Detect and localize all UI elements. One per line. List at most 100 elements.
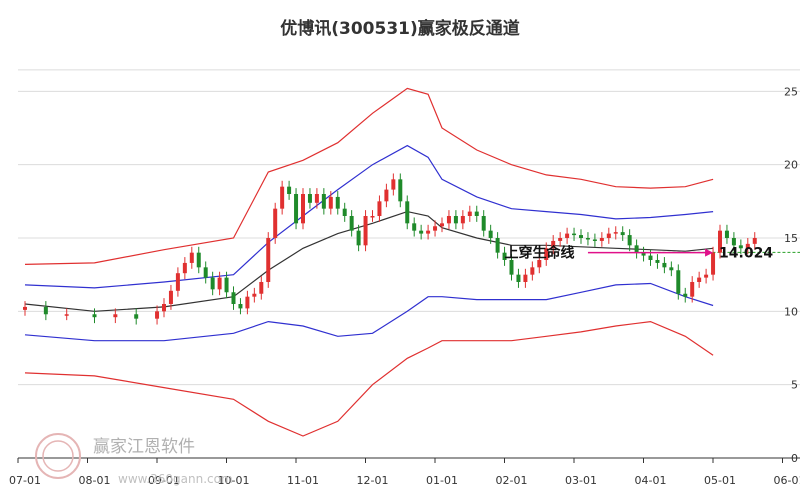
watermark-url: www.360gann.com [118,472,233,486]
channel-line-1 [24,144,714,289]
x-tick-label: 11-01 [287,474,319,487]
y-tick-label: 10 [784,305,798,318]
candle-body [328,196,333,209]
level-label: 14.024 [719,246,773,262]
watermark-logo-ring [42,440,74,472]
candle-body [168,290,173,304]
channel-line-0 [24,87,714,265]
candle-body [155,311,160,319]
x-tick-label: 03-01 [565,474,597,487]
candle-body [273,208,278,238]
x-tick-label: 01-01 [426,474,458,487]
candle-body [92,314,97,318]
candle-body [266,238,271,282]
chart-title: 优博讯(300531)赢家极反通道 [280,19,520,39]
x-tick-label: 10-01 [218,474,250,487]
candle-body [384,189,389,202]
candle-body [453,216,458,224]
candle-body [217,277,222,290]
candle-body [662,262,667,268]
candle-body [440,223,444,227]
candle-body [301,194,305,224]
x-tick-label: 02-01 [496,474,528,487]
candle-body [634,245,639,253]
x-axis: 07-01 08-01 09-01 10-01 11-01 12-01 01-01 02-01… [9,457,800,487]
candle-body [196,252,201,268]
candle-body [509,260,514,275]
annotations: 上穿生命线 14.024 [505,245,774,262]
candle-body [363,216,368,246]
candle-body [398,179,403,202]
candle-body [224,277,229,293]
candle-body [530,267,535,275]
candle-body [572,233,577,236]
candle-body [558,238,563,241]
x-tick-label: 09-01 [148,474,180,487]
x-tick-label: 12-01 [357,474,389,487]
candle-body [231,292,236,304]
candle-body [495,238,500,253]
y-tick-label: 20 [784,159,798,172]
candle-body [446,216,451,224]
candle-body [641,252,646,256]
candle-body [203,267,208,278]
candle-body [516,274,521,282]
candle-body [655,260,660,263]
candle-body [433,226,438,231]
candle-body [502,252,507,260]
watermark-brand: 赢家江恩软件 [93,437,195,457]
candle-body [565,233,570,238]
candle-body [474,211,479,216]
candle-body [592,239,597,241]
channel-bands [24,87,800,437]
candle-body [523,274,528,282]
candle-body [620,232,625,236]
candle-body [419,230,424,234]
candle-body [697,277,702,282]
candle-body [738,245,743,249]
candle-body [64,314,69,316]
candle-body [551,240,556,249]
candle-body [175,273,180,291]
watermark-logo [35,433,81,479]
y-tick-label: 5 [791,379,798,392]
candle-body [377,201,382,216]
candle-body [585,238,590,240]
candle-body [335,196,340,209]
candle-body [599,238,604,241]
candle-body [412,223,417,231]
candle-body [314,194,319,203]
y-tick-label: 25 [784,85,798,98]
y-tick-label: 0 [791,452,798,465]
candle-body [648,255,653,260]
candle-body [745,243,750,249]
watermark: 赢家江恩软件 www.360gann.com [35,433,233,486]
marker-label: 上穿生命线 [505,245,575,262]
candle-body [349,216,354,231]
candle-body [613,232,618,234]
candle-body [718,230,722,253]
candle-body [321,194,326,209]
candle-body [467,211,472,216]
candle-body [162,304,166,312]
x-tick-label: 04-01 [635,474,667,487]
candle-body [579,235,583,238]
candle-body [544,248,549,260]
candle-body [342,208,347,216]
candle-body [113,314,118,318]
candle-body [280,186,285,209]
candle-body [370,216,375,218]
candle-body [426,230,431,234]
candle-body [731,238,736,246]
candle-body [307,194,312,203]
candle-body [460,216,465,224]
grid-lines [18,69,800,386]
candle-body [210,277,215,290]
y-axis: 0 5 10 15 20 25 [784,85,798,465]
candle-body [405,201,410,224]
candle-body [189,252,194,263]
candle-body [711,252,716,275]
candle-body [676,270,681,294]
